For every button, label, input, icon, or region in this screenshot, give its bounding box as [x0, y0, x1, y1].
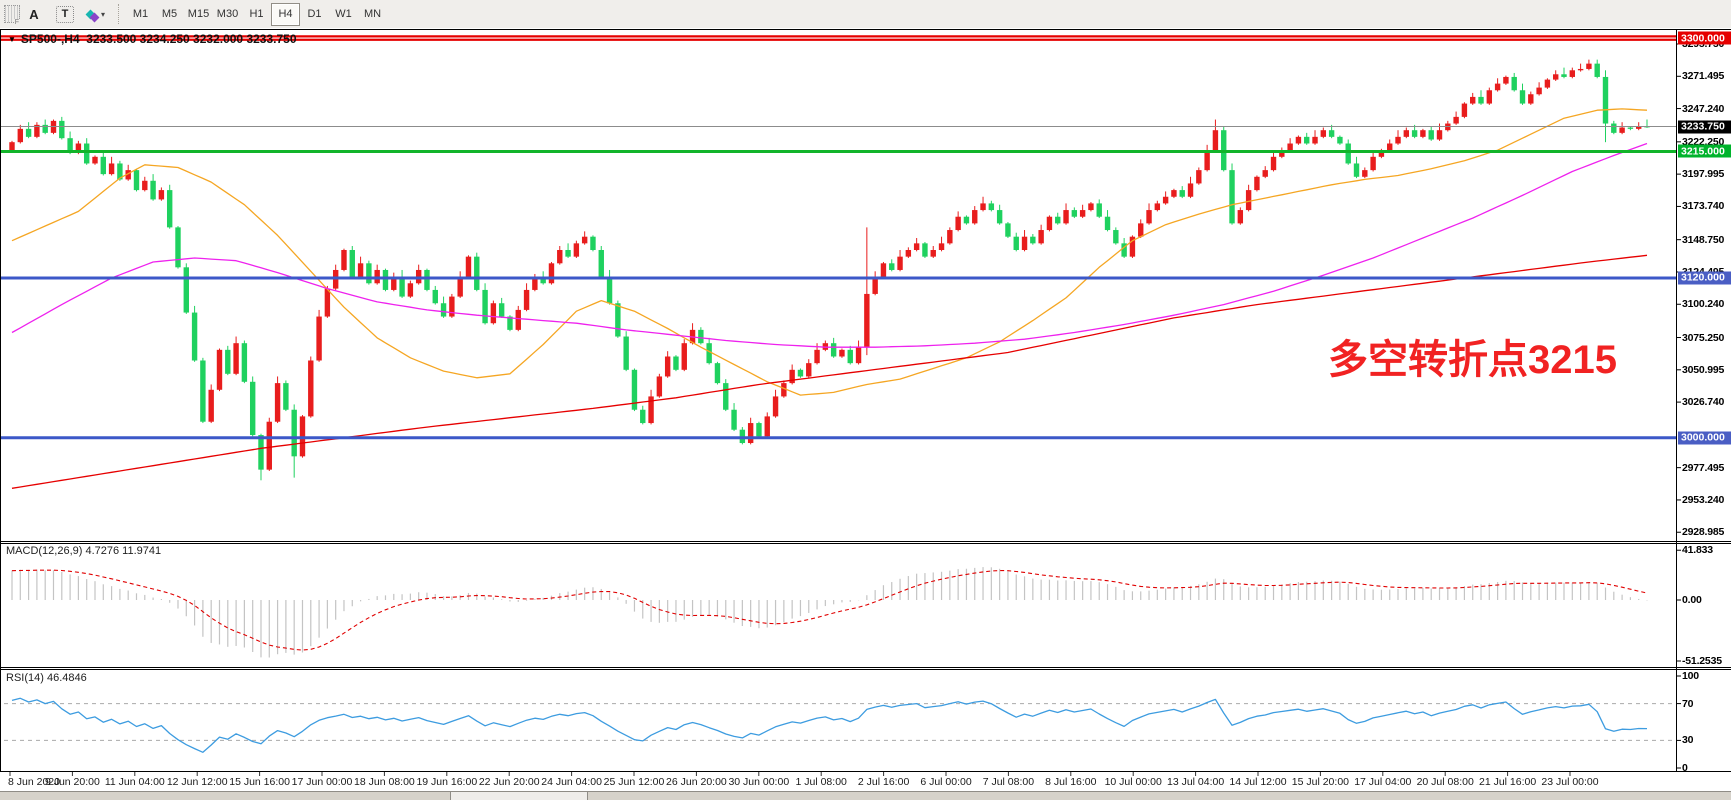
price-level-badge: 3120.000: [1678, 271, 1731, 285]
chart-title: ▼ SP500-,H4 3233.500 3234.250 3232.000 32…: [8, 32, 297, 46]
text-tool-button[interactable]: T: [56, 5, 74, 23]
price-tick-label: 3075.250: [1682, 331, 1725, 344]
price-tick-label: 3197.995: [1682, 168, 1725, 181]
price-level-badge: 3300.000: [1678, 31, 1731, 45]
chart-title-text: SP500-,H4 3233.500 3234.250 3232.000 323…: [20, 32, 297, 46]
macd-tick-label: -51.2535: [1682, 654, 1722, 667]
chart-tabs-strip[interactable]: [0, 791, 1731, 800]
price-tick-label: 3173.740: [1682, 200, 1725, 213]
price-tick-label: 3247.240: [1682, 102, 1725, 115]
rsi-tick-label: 100: [1682, 670, 1699, 682]
date-tick-label: 12 Jun 12:00: [166, 776, 228, 788]
tab-separator: [450, 792, 451, 800]
timeframe-button-mn[interactable]: MN: [363, 8, 382, 20]
price-tick-label: 3222.250: [1682, 135, 1725, 148]
rsi-tick-label: 30: [1682, 734, 1694, 747]
rsi-tick-label: 70: [1682, 697, 1694, 710]
price-tick-label: 3271.495: [1682, 70, 1725, 83]
timeframe-button-h4[interactable]: H4: [271, 2, 300, 26]
indicators-dropdown-button[interactable]: ▾: [83, 3, 109, 25]
timeframe-button-m5[interactable]: M5: [161, 8, 178, 20]
date-tick-label: 22 Jun 20:00: [478, 776, 540, 788]
date-tick-label: 7 Jul 08:00: [982, 776, 1035, 788]
date-tick-label: 18 Jun 08:00: [354, 776, 415, 788]
date-tick-label: 6 Jul 00:00: [920, 776, 972, 788]
date-tick-label: 21 Jul 16:00: [1478, 776, 1537, 788]
chart-annotation-text: 多空转折点3215: [1328, 338, 1617, 382]
price-tick-label: 2953.240: [1682, 493, 1725, 506]
timeframe-button-group: M1 M5 M15 M30 H1 H4 D1 W1 MN: [126, 2, 387, 26]
font-tool-button[interactable]: A: [29, 6, 39, 22]
date-tick-label: 10 Jul 00:00: [1104, 776, 1162, 788]
date-tick-label: 1 Jul 08:00: [795, 776, 847, 788]
date-tick-label: 8 Jun 2020: [8, 776, 60, 788]
date-tick-label: 11 Jun 04:00: [104, 776, 165, 788]
date-tick-label: 2 Jul 16:00: [857, 776, 910, 788]
toolbar-drag-handle-icon[interactable]: F: [4, 5, 20, 26]
macd-tick-label: 41.833: [1682, 544, 1713, 557]
timeframe-button-h1[interactable]: H1: [249, 8, 264, 20]
price-level-badge: 3215.000: [1678, 144, 1731, 158]
price-tick-label: 2928.985: [1682, 526, 1725, 539]
chart-canvas[interactable]: [0, 28, 1731, 791]
date-tick-label: 20 Jul 08:00: [1416, 776, 1474, 788]
date-tick-label: 25 Jun 12:00: [603, 776, 665, 788]
price-tick-label: 3100.240: [1682, 298, 1725, 311]
macd-tick-label: 0.00: [1682, 594, 1702, 606]
date-tick-label: 19 Jun 16:00: [416, 776, 478, 788]
toolbar: F A T ▾ M1 M5 M15 M30 H1 H4 D1 W1 MN: [0, 0, 1731, 29]
timeframe-button-m1[interactable]: M1: [132, 8, 149, 20]
tab-separator: [587, 792, 588, 800]
rsi-indicator-label: RSI(14) 46.4846: [6, 672, 87, 684]
timeframe-button-w1[interactable]: W1: [335, 8, 352, 20]
rsi-tick-label: 0: [1682, 762, 1688, 774]
date-tick-label: 23 Jul 00:00: [1541, 776, 1599, 788]
date-tick-label: 24 Jun 04:00: [541, 776, 602, 788]
date-tick-label: 15 Jul 20:00: [1291, 776, 1349, 788]
toolbar-separator: [118, 4, 120, 24]
chevron-down-icon: ▾: [100, 9, 105, 19]
date-tick-label: 30 Jun 00:00: [728, 776, 790, 788]
date-tick-label: 9 Jun 20:00: [44, 776, 100, 788]
macd-indicator-label: MACD(12,26,9) 4.7276 11.9741: [6, 545, 162, 557]
date-tick-label: 15 Jun 16:00: [229, 776, 290, 788]
date-tick-label: 26 Jun 20:00: [666, 776, 727, 788]
price-level-badge: 3000.000: [1678, 431, 1731, 445]
price-tick-label: 2977.495: [1682, 461, 1725, 474]
timeframe-button-m15[interactable]: M15: [187, 8, 210, 20]
price-tick-label: 3050.995: [1682, 363, 1725, 376]
price-level-badge: 3233.750: [1678, 120, 1731, 134]
timeframe-button-m30[interactable]: M30: [216, 8, 239, 20]
active-chart-tab[interactable]: [451, 792, 587, 800]
price-tick-label: 3026.740: [1682, 396, 1725, 409]
symbol-dropdown-icon[interactable]: ▼: [8, 34, 16, 44]
timeframe-button-d1[interactable]: D1: [307, 8, 322, 20]
date-tick-label: 17 Jun 00:00: [291, 776, 353, 788]
date-tick-label: 8 Jul 16:00: [1045, 776, 1097, 788]
price-tick-label: 3148.750: [1682, 233, 1725, 246]
date-tick-label: 17 Jul 04:00: [1354, 776, 1412, 788]
date-tick-label: 14 Jul 12:00: [1229, 776, 1287, 788]
date-tick-label: 13 Jul 04:00: [1166, 776, 1225, 788]
chart-window[interactable]: ▼ SP500-,H4 3233.500 3234.250 3232.000 32…: [0, 28, 1731, 791]
